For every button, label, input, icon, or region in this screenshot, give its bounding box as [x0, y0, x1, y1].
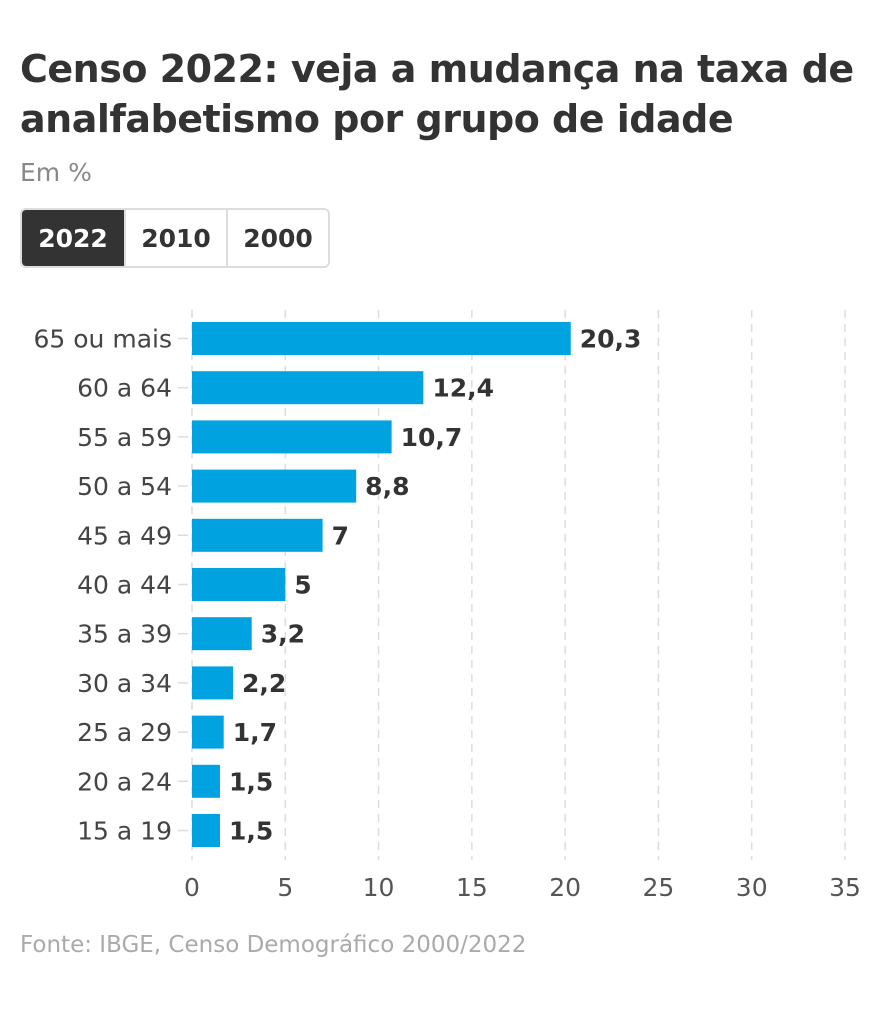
x-tick-label: 15 — [456, 873, 488, 902]
tab-2010[interactable]: 2010 — [124, 210, 226, 266]
value-label: 7 — [332, 521, 349, 550]
category-label: 25 a 29 — [77, 718, 172, 747]
category-label: 65 ou mais — [34, 325, 173, 354]
chart-subtitle: Em % — [20, 158, 92, 187]
value-label: 1,7 — [233, 718, 277, 747]
value-label: 8,8 — [365, 472, 409, 501]
value-label: 1,5 — [229, 817, 273, 846]
category-label: 40 a 44 — [77, 571, 172, 600]
x-tick-label: 30 — [736, 873, 768, 902]
bar[interactable] — [192, 814, 220, 847]
bars — [192, 322, 571, 847]
bar[interactable] — [192, 617, 252, 651]
value-labels: 20,3 12,4 10,7 8,8 75 3,2 2,2 1,7 1,5 1,5 — [229, 325, 641, 846]
category-label: 50 a 54 — [77, 472, 172, 501]
value-label: 1,5 — [229, 767, 273, 796]
x-tick-label: 0 — [184, 873, 200, 902]
value-label: 20,3 — [580, 325, 642, 354]
bar[interactable] — [192, 371, 424, 405]
tab-2000[interactable]: 2000 — [226, 210, 328, 266]
value-label: 2,2 — [242, 669, 286, 698]
category-labels: 65 ou mais 60 a 64 55 a 59 50 a 54 45 a 49 40… — [34, 325, 173, 846]
x-axis-tick-labels: 0 5 10 15 20 25 30 35 — [184, 873, 861, 902]
value-label: 12,4 — [432, 374, 494, 403]
x-tick-label: 20 — [549, 873, 581, 902]
category-label: 55 a 59 — [77, 423, 172, 452]
bar[interactable] — [192, 518, 323, 552]
value-label: 3,2 — [261, 620, 305, 649]
chart-title: Censo 2022: veja a mudança na taxa de an… — [20, 47, 854, 141]
category-label: 15 a 19 — [77, 817, 172, 846]
year-tabs: 2022 2010 2000 — [20, 208, 330, 268]
category-label: 30 a 34 — [77, 669, 172, 698]
category-label: 35 a 39 — [77, 620, 172, 649]
value-label: 5 — [294, 571, 311, 600]
bar[interactable] — [192, 666, 234, 700]
source-note: Fonte: IBGE, Censo Demográfico 2000/2022 — [20, 932, 527, 958]
x-tick-label: 35 — [829, 873, 861, 902]
x-tick-label: 10 — [363, 873, 395, 902]
x-tick-label: 25 — [643, 873, 675, 902]
category-label: 20 a 24 — [77, 767, 172, 796]
bar[interactable] — [192, 715, 224, 749]
tab-2022[interactable]: 2022 — [22, 210, 124, 266]
category-label: 45 a 49 — [77, 521, 172, 550]
bar[interactable] — [192, 322, 571, 355]
bar[interactable] — [192, 568, 286, 601]
value-label: 10,7 — [401, 423, 463, 452]
bar-chart: 65 ou mais 60 a 64 55 a 59 50 a 54 45 a 49 40… — [34, 310, 861, 902]
bar[interactable] — [192, 764, 220, 798]
category-label: 60 a 64 — [77, 374, 172, 403]
x-tick-label: 5 — [277, 873, 293, 902]
y-axis-ticks — [178, 337, 188, 832]
bar[interactable] — [192, 420, 392, 454]
bar[interactable] — [192, 469, 357, 503]
